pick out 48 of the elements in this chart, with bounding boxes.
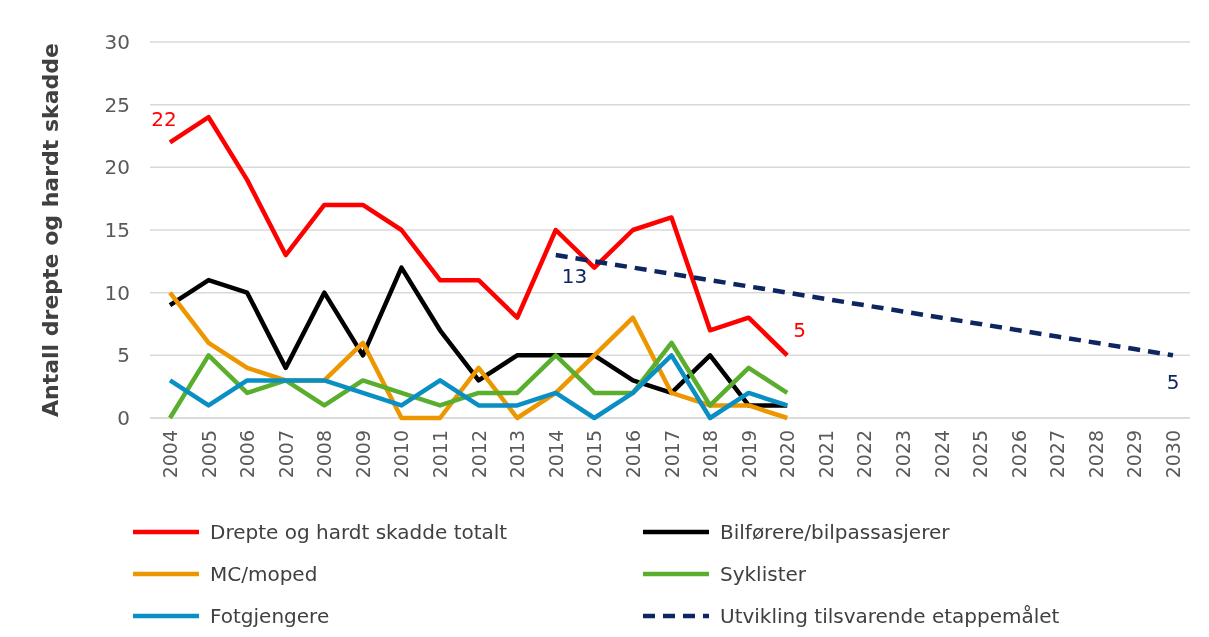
x-tick-label: 2026 xyxy=(1007,430,1030,479)
legend-label: Utvikling tilsvarende etappemålet xyxy=(720,604,1060,628)
x-tick-label: 2021 xyxy=(814,430,837,479)
x-tick-label: 2013 xyxy=(506,430,529,479)
x-tick-label: 2006 xyxy=(236,430,259,479)
x-tick-label: 2023 xyxy=(891,430,914,479)
y-tick-label: 30 xyxy=(104,30,130,54)
x-tick-label: 2028 xyxy=(1084,430,1107,479)
x-tick-label: 2014 xyxy=(544,430,567,479)
x-tick-label: 2019 xyxy=(737,430,760,479)
x-tick-label: 2010 xyxy=(390,430,413,479)
line-series xyxy=(167,340,790,421)
x-tick-label: 2017 xyxy=(660,430,683,479)
x-tick-label: 2009 xyxy=(351,430,374,479)
x-tick-label: 2020 xyxy=(776,430,799,479)
x-tick-label: 2025 xyxy=(969,430,992,479)
x-tick-label: 2024 xyxy=(930,430,953,479)
x-tick-label: 2015 xyxy=(583,430,606,479)
line-series xyxy=(553,252,1176,358)
x-tick-label: 2008 xyxy=(313,430,336,479)
legend-label: Fotgjengere xyxy=(210,604,330,628)
x-tick-label: 2005 xyxy=(197,430,220,479)
y-axis-title: Antall drepte og hardt skadde xyxy=(38,43,63,417)
y-tick-label: 25 xyxy=(104,92,130,117)
y-tick-label: 5 xyxy=(117,343,130,368)
x-tick-label: 2018 xyxy=(699,430,722,479)
y-tick-label: 20 xyxy=(104,155,130,180)
line-series xyxy=(167,353,790,421)
y-tick-label: 15 xyxy=(104,218,130,242)
legend-label: Bilførere/bilpassasjerer xyxy=(720,520,951,544)
legend-label: Drepte og hardt skadde totalt xyxy=(210,520,508,544)
x-tick-label: 2012 xyxy=(467,430,490,479)
x-tick-label: 2007 xyxy=(274,430,297,479)
x-tick-label: 2029 xyxy=(1123,430,1146,479)
data-label: 5 xyxy=(793,318,806,343)
x-tick-label: 2004 xyxy=(159,430,181,479)
y-tick-label: 10 xyxy=(104,280,130,305)
x-tick-label: 2011 xyxy=(429,430,452,479)
legend-label: MC/moped xyxy=(210,562,318,586)
x-tick-label: 2027 xyxy=(1046,430,1069,479)
data-label: 22 xyxy=(151,107,177,132)
data-label: 5 xyxy=(1166,370,1180,395)
x-tick-label: 2022 xyxy=(853,430,876,479)
x-tick-label: 2016 xyxy=(621,430,644,479)
x-tick-label: 2030 xyxy=(1162,430,1184,479)
y-tick-label: 0 xyxy=(117,406,130,430)
data-label: 13 xyxy=(561,264,588,289)
legend-label: Syklister xyxy=(720,562,807,586)
